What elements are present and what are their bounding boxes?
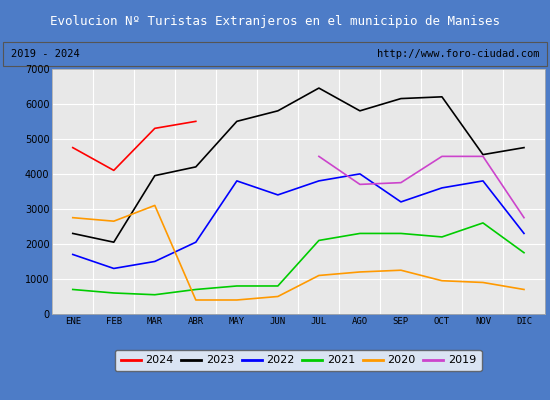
2022 [151, 259, 158, 264]
2021 [356, 231, 363, 236]
2023 [111, 240, 117, 244]
2023 [316, 86, 322, 90]
2020 [274, 294, 281, 299]
2024 [111, 168, 117, 173]
2023 [192, 164, 199, 169]
2020 [316, 273, 322, 278]
Line: 2020: 2020 [73, 206, 524, 300]
2021 [398, 231, 404, 236]
2022 [398, 200, 404, 204]
2022 [111, 266, 117, 271]
2020 [439, 278, 446, 283]
Line: 2023: 2023 [73, 88, 524, 242]
2022 [356, 172, 363, 176]
2020 [356, 270, 363, 274]
2020 [151, 203, 158, 208]
Text: http://www.foro-ciudad.com: http://www.foro-ciudad.com [377, 49, 539, 59]
2020 [192, 298, 199, 302]
2021 [316, 238, 322, 243]
2019 [398, 180, 404, 185]
Bar [3, 42, 547, 66]
2022 [69, 252, 76, 257]
Line: 2024: 2024 [73, 121, 196, 170]
2019 [480, 154, 486, 159]
2023 [151, 173, 158, 178]
2019 [316, 154, 322, 159]
2023 [234, 119, 240, 124]
2021 [69, 287, 76, 292]
2020 [521, 287, 527, 292]
2021 [151, 292, 158, 297]
2023 [439, 94, 446, 99]
2023 [480, 152, 486, 157]
2021 [521, 250, 527, 255]
Line: 2022: 2022 [73, 174, 524, 268]
2022 [316, 178, 322, 183]
2023 [274, 108, 281, 113]
Line: 2019: 2019 [319, 156, 524, 218]
2021 [480, 220, 486, 225]
Text: Evolucion Nº Turistas Extranjeros en el municipio de Manises: Evolucion Nº Turistas Extranjeros en el … [50, 15, 500, 28]
2023 [521, 145, 527, 150]
2023 [69, 231, 76, 236]
2019 [439, 154, 446, 159]
2019 [356, 182, 363, 187]
2021 [274, 284, 281, 288]
2024 [69, 145, 76, 150]
2024 [151, 126, 158, 131]
2024 [192, 119, 199, 124]
Line: 2021: 2021 [73, 223, 524, 295]
2021 [439, 234, 446, 239]
Text: 2019 - 2024: 2019 - 2024 [11, 49, 80, 59]
2019 [521, 215, 527, 220]
2022 [439, 186, 446, 190]
2020 [480, 280, 486, 285]
2022 [192, 240, 199, 244]
2023 [398, 96, 404, 101]
2020 [111, 219, 117, 224]
2022 [480, 178, 486, 183]
2020 [69, 215, 76, 220]
Legend: 2024, 2023, 2022, 2021, 2020, 2019: 2024, 2023, 2022, 2021, 2020, 2019 [115, 350, 482, 371]
2023 [356, 108, 363, 113]
2022 [521, 231, 527, 236]
2021 [192, 287, 199, 292]
2020 [234, 298, 240, 302]
2022 [274, 192, 281, 197]
2021 [111, 290, 117, 295]
2022 [234, 178, 240, 183]
2021 [234, 284, 240, 288]
2020 [398, 268, 404, 273]
